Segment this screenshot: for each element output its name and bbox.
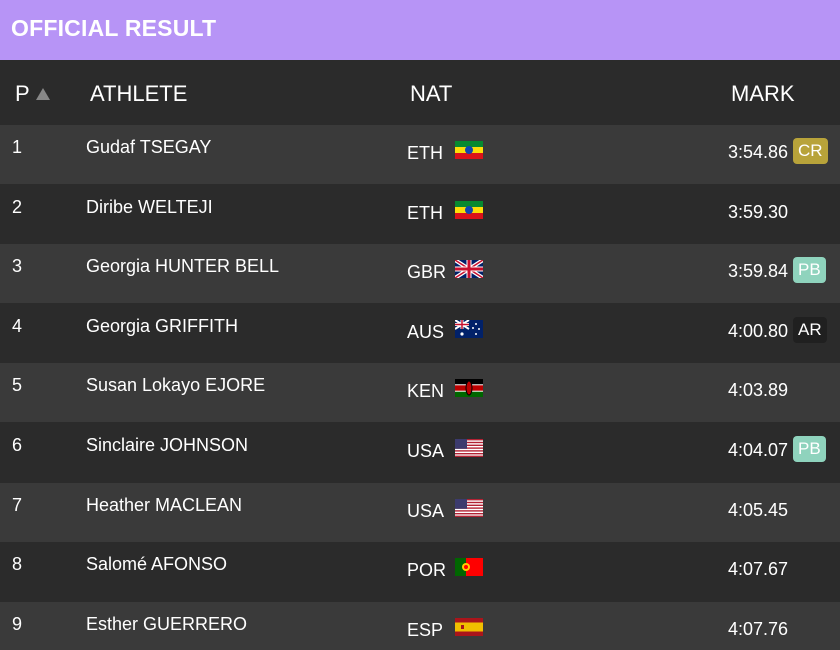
nationality: USA: [407, 500, 445, 521]
mark: 4:00.80: [728, 320, 789, 341]
athlete-name: Georgia HUNTER BELL: [86, 256, 280, 277]
nationality: ETH: [407, 143, 443, 163]
nationality: KEN: [407, 381, 445, 402]
position: 7: [12, 494, 23, 515]
column-header[interactable]: ATHLETE: [90, 81, 188, 106]
nationality: USA: [407, 441, 445, 461]
table-row[interactable]: [0, 542, 840, 602]
column-header[interactable]: P: [15, 81, 30, 106]
position: 9: [12, 613, 23, 634]
mark: 3:59.84: [728, 261, 789, 282]
table-row[interactable]: [0, 184, 840, 244]
nationality: POR: [407, 560, 447, 581]
athlete-name: Esther GUERRERO: [86, 613, 248, 634]
record-badge: PB: [793, 257, 826, 284]
athlete-name: Salomé AFONSO: [86, 554, 228, 575]
flag-icon: [455, 319, 483, 338]
position: 1: [12, 137, 23, 157]
table-row[interactable]: [0, 363, 840, 423]
mark: 4:03.89: [728, 380, 789, 401]
mark: 4:04.07: [728, 440, 789, 460]
page-title: OFFICIAL RESULT: [11, 15, 217, 41]
flag-icon: [455, 558, 483, 577]
flag-icon: [455, 141, 483, 159]
table-row[interactable]: [0, 601, 840, 650]
nationality: ETH: [407, 202, 443, 223]
flag-icon: [455, 379, 483, 398]
flag-icon: [455, 200, 483, 219]
athlete-name: Diribe WELTEJI: [86, 196, 213, 217]
record-badge: CR: [793, 138, 828, 164]
nationality: GBR: [407, 262, 447, 283]
table-row[interactable]: [0, 244, 840, 304]
nationality: AUS: [407, 321, 445, 342]
column-header[interactable]: MARK: [731, 81, 795, 106]
mark: 4:07.67: [728, 559, 789, 580]
header-bar: [0, 0, 840, 60]
position: 3: [12, 256, 23, 277]
mark: 4:05.45: [728, 499, 789, 520]
athlete-name: Georgia GRIFFITH: [86, 315, 239, 336]
position: 4: [12, 315, 23, 336]
table-row[interactable]: [0, 482, 840, 542]
column-header-bar: [0, 60, 840, 125]
sort-icon[interactable]: [36, 88, 50, 100]
record-badge: AR: [793, 316, 827, 343]
position: 5: [12, 375, 23, 396]
record-badge: PB: [793, 436, 826, 462]
flag-icon: [455, 439, 483, 457]
position: 8: [12, 554, 23, 575]
athlete-name: Heather MACLEAN: [86, 494, 243, 515]
flag-icon: [455, 617, 483, 636]
position: 2: [12, 196, 23, 217]
flag-icon: [455, 260, 483, 279]
position: 6: [12, 435, 23, 455]
athlete-name: Gudaf TSEGAY: [86, 137, 212, 157]
table-row[interactable]: [0, 303, 840, 363]
mark: 4:07.76: [728, 618, 789, 639]
athlete-name: Susan Lokayo EJORE: [86, 375, 266, 396]
mark: 3:59.30: [728, 201, 789, 222]
column-header[interactable]: NAT: [410, 81, 453, 106]
nationality: ESP: [407, 619, 444, 640]
athlete-name: Sinclaire JOHNSON: [86, 435, 249, 455]
table-row[interactable]: [0, 125, 840, 184]
table-row[interactable]: [0, 423, 840, 482]
mark: 3:54.86: [728, 142, 789, 162]
flag-icon: [455, 498, 483, 517]
